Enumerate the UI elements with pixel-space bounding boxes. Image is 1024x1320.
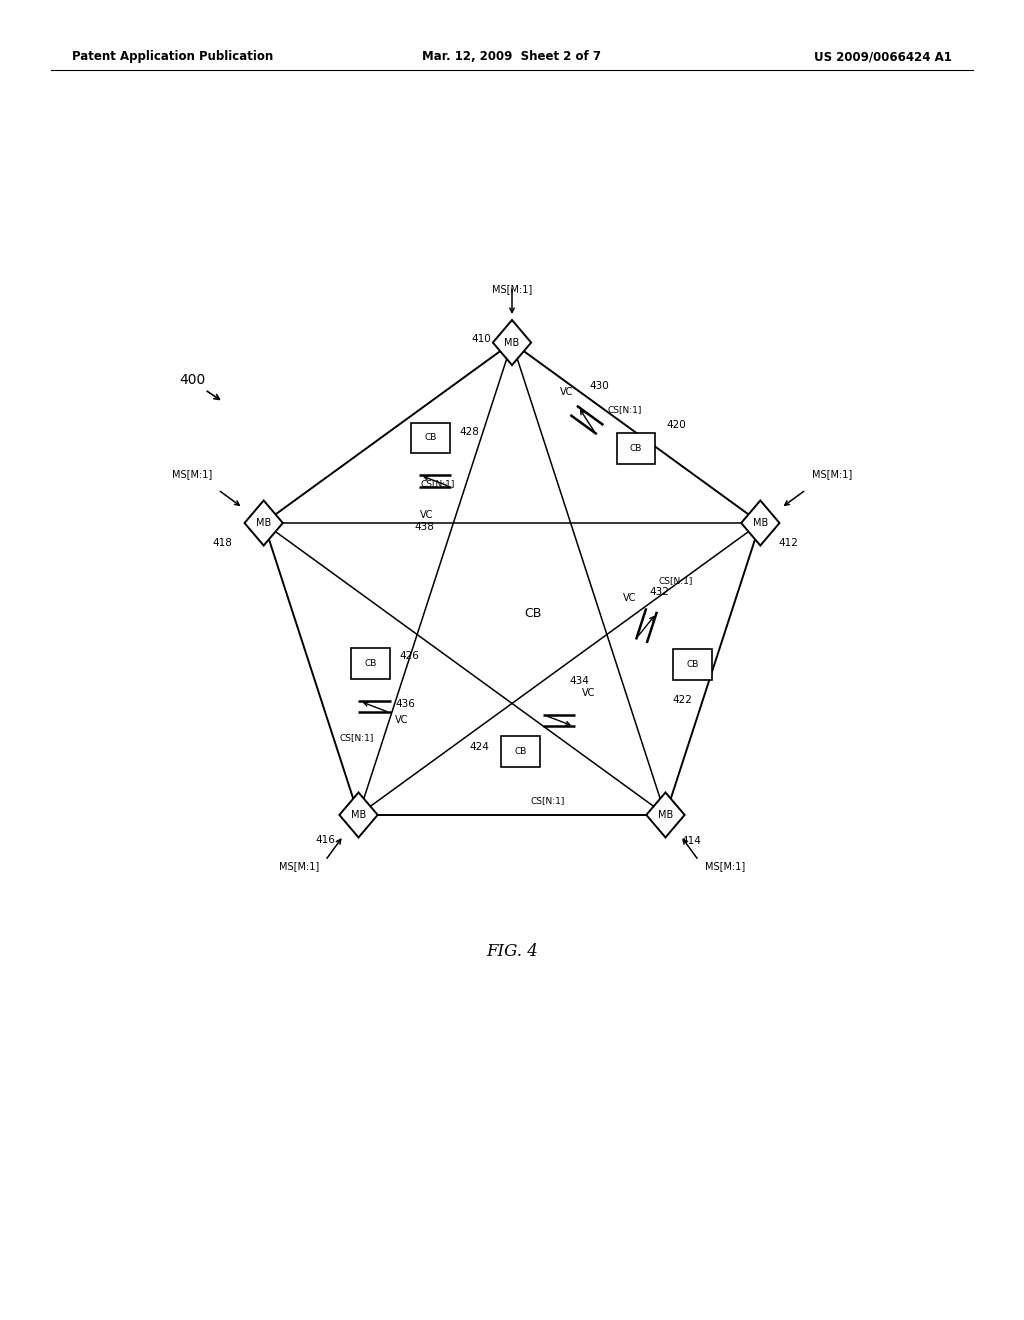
Text: MB: MB — [753, 517, 768, 528]
Text: VC: VC — [582, 688, 595, 698]
Text: Patent Application Publication: Patent Application Publication — [72, 50, 273, 63]
Text: MB: MB — [505, 338, 519, 347]
Text: VC: VC — [623, 593, 636, 603]
Bar — [616, 433, 655, 465]
Text: Mar. 12, 2009  Sheet 2 of 7: Mar. 12, 2009 Sheet 2 of 7 — [423, 50, 601, 63]
Text: CB: CB — [514, 747, 526, 756]
Text: CB: CB — [425, 433, 437, 442]
Text: 428: 428 — [460, 426, 479, 437]
Text: 424: 424 — [470, 742, 489, 752]
Text: 432: 432 — [649, 587, 670, 597]
Text: CS[N:1]: CS[N:1] — [340, 734, 374, 742]
Text: 434: 434 — [569, 676, 589, 686]
Text: 400: 400 — [179, 374, 206, 388]
Text: CS[N:1]: CS[N:1] — [607, 405, 642, 414]
Text: 422: 422 — [673, 696, 692, 705]
Text: 430: 430 — [590, 381, 609, 391]
Text: MS[M:1]: MS[M:1] — [812, 469, 852, 479]
Polygon shape — [646, 792, 685, 837]
Text: MS[M:1]: MS[M:1] — [279, 861, 319, 871]
Text: CB: CB — [686, 660, 698, 669]
Text: VC: VC — [560, 388, 573, 397]
Text: CB: CB — [365, 659, 377, 668]
Text: CB: CB — [524, 607, 541, 620]
Text: MS[M:1]: MS[M:1] — [172, 469, 212, 479]
Text: 410: 410 — [471, 334, 492, 345]
Text: MB: MB — [256, 517, 271, 528]
Text: US 2009/0066424 A1: US 2009/0066424 A1 — [814, 50, 952, 63]
Text: CS[N:1]: CS[N:1] — [421, 479, 455, 488]
Text: 418: 418 — [213, 539, 232, 549]
Polygon shape — [493, 319, 531, 366]
Text: MS[M:1]: MS[M:1] — [705, 861, 745, 871]
Bar — [501, 737, 540, 767]
Text: MB: MB — [657, 810, 673, 820]
Text: MS[M:1]: MS[M:1] — [492, 284, 532, 294]
Text: 436: 436 — [395, 698, 415, 709]
Text: CB: CB — [630, 444, 642, 453]
Bar — [412, 422, 451, 453]
Text: 426: 426 — [399, 651, 419, 660]
Text: 438: 438 — [415, 521, 434, 532]
Text: 416: 416 — [315, 834, 336, 845]
Text: 420: 420 — [667, 420, 686, 430]
Text: FIG. 4: FIG. 4 — [486, 944, 538, 961]
Text: 414: 414 — [681, 836, 701, 846]
Bar — [351, 648, 390, 680]
Text: VC: VC — [395, 715, 409, 725]
Polygon shape — [245, 500, 283, 545]
Bar — [673, 649, 712, 680]
Polygon shape — [339, 792, 378, 837]
Text: VC: VC — [420, 510, 433, 520]
Polygon shape — [741, 500, 779, 545]
Text: CS[N:1]: CS[N:1] — [658, 576, 693, 585]
Text: 412: 412 — [778, 539, 798, 549]
Text: MB: MB — [351, 810, 367, 820]
Text: CS[N:1]: CS[N:1] — [530, 796, 565, 805]
